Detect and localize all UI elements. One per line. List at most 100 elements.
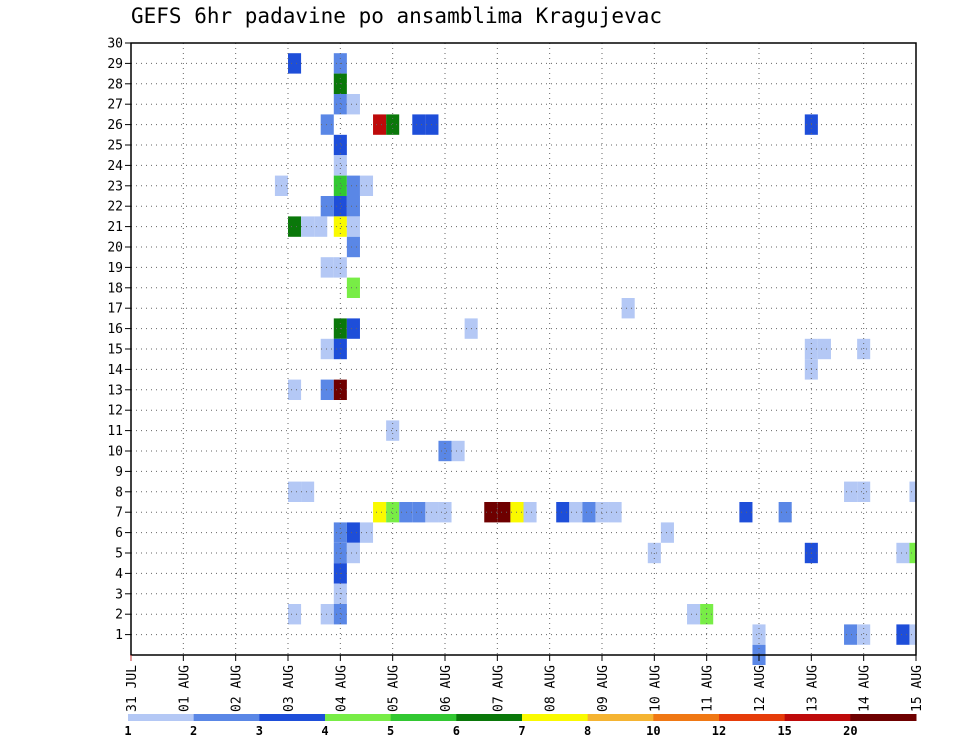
precip-cell <box>320 604 334 625</box>
x-tick-label: 10 AUG <box>648 665 663 712</box>
precip-cell <box>569 502 583 523</box>
y-tick-label: 7 <box>115 506 123 521</box>
y-tick-label: 18 <box>107 281 123 296</box>
x-tick-label: 09 AUG <box>596 665 611 712</box>
precip-cell <box>451 440 465 462</box>
precip-cell <box>346 196 360 217</box>
legend-swatch <box>522 714 589 721</box>
precip-cell <box>314 216 328 237</box>
precip-cell <box>320 114 334 135</box>
legend-level-label: 2 <box>190 724 197 738</box>
y-tick-label: 11 <box>107 424 123 439</box>
precip-cell <box>320 338 334 360</box>
precip-cell <box>687 604 701 625</box>
legend-swatch <box>850 714 917 721</box>
precip-cell <box>484 502 498 523</box>
y-tick-label: 1 <box>115 628 123 643</box>
legend-level-label: 15 <box>777 724 791 738</box>
precip-cell <box>346 542 360 564</box>
precip-cell <box>301 216 315 237</box>
precip-cell <box>438 440 452 462</box>
x-tick-label: 11 AUG <box>701 665 716 712</box>
precip-cell <box>386 420 400 441</box>
x-tick-label: 14 AUG <box>858 665 873 712</box>
legend-level-label: 3 <box>256 724 263 738</box>
x-tick-label: 03 AUG <box>282 665 297 712</box>
precip-cell <box>320 196 334 217</box>
legend-swatch <box>587 714 654 721</box>
y-tick-label: 2 <box>115 608 123 623</box>
x-tick-label: 15 AUG <box>910 665 925 712</box>
precip-cell <box>333 522 347 543</box>
precip-cell <box>497 502 511 523</box>
legend-level-label: 8 <box>584 724 591 738</box>
x-axis: 31 JUL 01 AUG 02 AUG 03 AUG 04 AUG 05 AUG 06 A… <box>125 655 925 712</box>
precip-cell <box>386 502 400 523</box>
precip-cell <box>556 502 570 523</box>
precip-cell <box>412 502 426 523</box>
precip-cell <box>333 175 347 196</box>
y-tick-label: 24 <box>107 159 123 174</box>
precip-cell <box>288 604 302 625</box>
precip-cell <box>346 522 360 543</box>
precip-cell <box>320 379 334 400</box>
y-tick-label: 28 <box>107 77 123 92</box>
precip-cell <box>333 155 347 176</box>
precip-cell <box>301 481 315 502</box>
precip-cell <box>333 216 347 237</box>
x-tick-label: 31 JUL <box>125 665 140 712</box>
x-tick-label: 01 AUG <box>177 665 192 712</box>
y-tick-label: 12 <box>107 404 123 419</box>
x-tick-label: 07 AUG <box>491 665 506 712</box>
precip-cell <box>346 277 360 298</box>
precip-cell <box>346 318 360 339</box>
x-tick-label: 05 AUG <box>387 665 402 712</box>
y-tick-label: 17 <box>107 302 123 317</box>
precip-cell <box>438 502 452 523</box>
precip-cell <box>621 298 635 319</box>
x-tick-label: 04 AUG <box>334 665 349 712</box>
cells-layer <box>274 53 916 665</box>
precip-cell <box>333 134 347 156</box>
x-tick-label: 02 AUG <box>230 665 245 712</box>
legend-swatch <box>784 714 851 721</box>
precip-cell <box>373 114 387 135</box>
y-tick-label: 4 <box>115 567 123 582</box>
y-tick-label: 25 <box>107 139 123 154</box>
precip-cell <box>333 257 347 278</box>
legend-level-label: 6 <box>453 724 460 738</box>
y-tick-label: 19 <box>107 261 123 276</box>
y-tick-label: 10 <box>107 445 123 460</box>
legend-level-label: 5 <box>387 724 394 738</box>
legend-swatch <box>259 714 326 721</box>
precip-cell <box>288 216 302 237</box>
precip-cell <box>608 502 622 523</box>
precip-cell <box>660 522 674 543</box>
precip-cell <box>844 624 858 645</box>
y-tick-label: 29 <box>107 57 123 72</box>
precip-cell <box>288 53 302 74</box>
x-tick-label: 06 AUG <box>439 665 454 712</box>
y-tick-label: 16 <box>107 322 123 337</box>
x-tick-label: 08 AUG <box>544 665 559 712</box>
y-tick-label: 3 <box>115 587 123 602</box>
grid-layer <box>131 43 916 655</box>
precip-cell <box>346 94 360 115</box>
y-axis: 1234567891011121314151617181920212223242… <box>107 37 131 643</box>
y-tick-label: 26 <box>107 118 123 133</box>
x-tick-label: 12 AUG <box>753 665 768 712</box>
legend-level-label: 10 <box>646 724 660 738</box>
precip-cell <box>412 114 426 135</box>
legend-swatch <box>325 714 392 721</box>
precip-cell <box>817 338 831 360</box>
y-tick-label: 9 <box>115 465 123 480</box>
legend-swatch <box>456 714 523 721</box>
x-tick-label: 13 AUG <box>805 665 820 712</box>
precip-cell <box>857 481 871 502</box>
y-tick-label: 30 <box>107 37 123 52</box>
legend-swatch <box>719 714 786 721</box>
precip-cell <box>523 502 537 523</box>
precip-cell <box>909 542 916 564</box>
precip-cell <box>582 502 596 523</box>
color-legend: 1 2 3 4 5 6 7 8 10 12 15 20 <box>124 714 917 738</box>
